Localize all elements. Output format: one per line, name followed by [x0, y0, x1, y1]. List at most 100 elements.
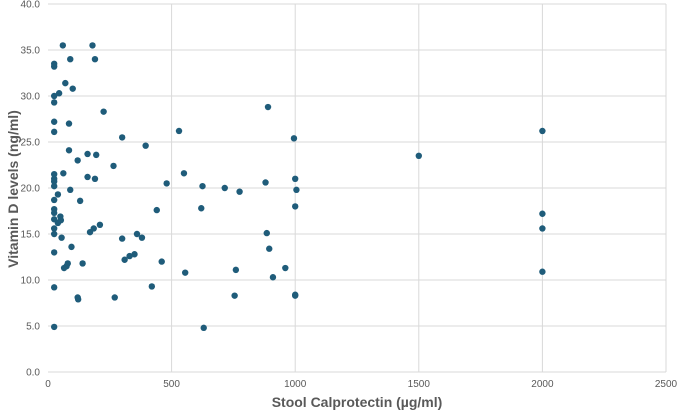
data-point [62, 79, 69, 87]
data-point [68, 243, 75, 251]
data-point [282, 264, 289, 272]
data-point [200, 324, 207, 332]
y-tick-label: 35.0 [21, 46, 41, 57]
data-point [290, 135, 298, 142]
data-point [262, 179, 269, 186]
data-point [269, 274, 277, 281]
data-point [415, 152, 422, 159]
data-point [138, 234, 146, 241]
data-point [59, 42, 67, 49]
data-point [50, 284, 58, 291]
data-point [84, 173, 91, 181]
data-point [50, 128, 58, 136]
data-point [198, 205, 205, 212]
data-point [93, 151, 100, 159]
data-point [111, 294, 118, 301]
data-point [236, 188, 243, 195]
data-point [158, 258, 165, 265]
data-point [91, 56, 99, 63]
data-point [118, 134, 126, 141]
y-tick-label: 20.0 [21, 184, 41, 195]
data-point [65, 120, 73, 127]
data-point [118, 235, 126, 242]
data-point [131, 251, 138, 258]
data-point [55, 90, 63, 97]
data-point [65, 147, 73, 154]
data-point [74, 296, 82, 303]
data-point [199, 182, 206, 190]
data-point [91, 175, 99, 182]
data-point [180, 170, 188, 177]
data-point [50, 196, 58, 204]
data-point [50, 99, 58, 106]
y-axis-title: Vitamin D levels (ng/ml) [5, 110, 21, 268]
data-point [69, 85, 76, 92]
data-point [142, 142, 149, 149]
data-point [90, 225, 97, 232]
data-point [50, 323, 58, 331]
data-point [54, 191, 62, 198]
data-point [96, 221, 104, 228]
data-point [153, 206, 160, 214]
data-point [110, 162, 117, 170]
data-point [50, 225, 58, 232]
data-point [64, 260, 71, 267]
y-tick-label: 40.0 [21, 0, 41, 11]
gridlines [48, 3, 667, 373]
data-point [74, 157, 81, 164]
x-tick-label: 500 [163, 379, 180, 390]
data-point [539, 268, 546, 275]
data-point [50, 92, 58, 100]
data-point [263, 229, 270, 237]
y-tick-label: 0.0 [26, 368, 40, 379]
data-point [163, 180, 170, 187]
y-tick-label: 30.0 [21, 92, 41, 103]
data-point [539, 127, 546, 135]
data-point [100, 108, 107, 115]
data-point [67, 56, 74, 63]
data-point [50, 209, 58, 217]
data-point [292, 175, 299, 182]
y-tick-label: 10.0 [21, 276, 41, 287]
data-point [121, 256, 128, 263]
data-point [50, 171, 58, 178]
x-tick-label: 2000 [531, 379, 554, 390]
data-point [76, 197, 84, 205]
data-point [264, 103, 272, 111]
data-point [84, 150, 91, 158]
x-axis-title: Stool Calprotectin (µg/ml) [272, 394, 443, 410]
x-tick-labels: 0 500 1000 1500 2000 2500 [45, 379, 677, 390]
x-tick-label: 1000 [284, 379, 307, 390]
data-point [67, 186, 74, 194]
data-point [60, 170, 67, 177]
data-point [50, 118, 58, 125]
y-tick-labels: 0.0 5.0 10.0 15.0 20.0 25.0 30.0 35.0 40.0 [21, 0, 41, 379]
data-point [50, 249, 58, 256]
data-point [231, 292, 238, 299]
data-point [293, 186, 300, 194]
data-point [89, 42, 96, 49]
x-tick-label: 0 [45, 379, 51, 390]
data-point [181, 269, 189, 276]
data-point [50, 178, 58, 185]
data-point [50, 230, 58, 238]
data-point [175, 127, 183, 135]
data-point [50, 182, 58, 190]
data-point [58, 234, 65, 241]
data-point [292, 292, 299, 299]
data-point [148, 283, 156, 290]
data-points [50, 42, 546, 332]
y-tick-label: 15.0 [21, 230, 41, 241]
data-point [266, 245, 273, 252]
data-point [221, 184, 228, 192]
data-point [539, 210, 546, 217]
y-tick-label: 25.0 [21, 138, 41, 149]
data-point [292, 203, 299, 210]
x-tick-label: 2500 [655, 379, 678, 390]
data-point [133, 230, 141, 238]
data-point [539, 225, 546, 232]
y-tick-label: 5.0 [26, 322, 40, 333]
data-point [57, 217, 65, 224]
data-point [79, 260, 86, 267]
